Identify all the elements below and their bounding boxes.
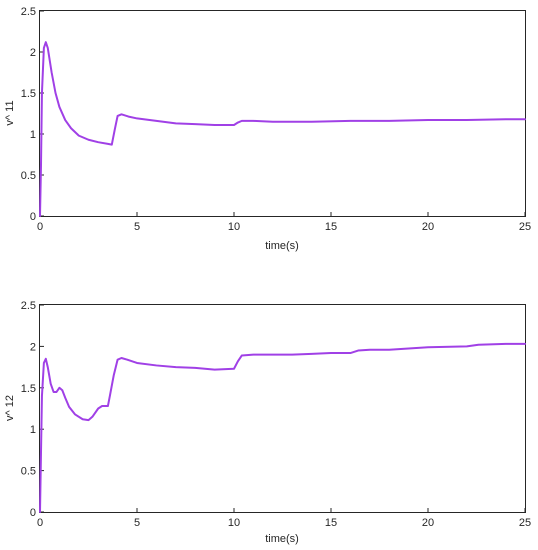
x-tick-label: 5 <box>134 517 140 529</box>
x-axis-1: 0 5 10 15 20 25 <box>37 212 531 233</box>
y-tick-label: 1.5 <box>21 88 36 100</box>
x-axis-label-1: time(s) <box>265 240 299 252</box>
x-tick-label: 25 <box>519 221 531 233</box>
y-axis-2: 0 0.5 1 1.5 2 2.5 <box>21 300 44 519</box>
x-tick-label: 10 <box>228 517 240 529</box>
plot-frame-2 <box>39 304 526 513</box>
x-tick-label: 0 <box>37 517 43 529</box>
y-tick-label: 1.5 <box>21 383 36 395</box>
y-tick-label: 2 <box>30 47 36 59</box>
x-tick-label: 20 <box>422 221 434 233</box>
series-line-1 <box>39 41 526 217</box>
series-line-2 <box>39 342 526 513</box>
y-tick-label: 1 <box>30 129 36 141</box>
y-tick-label: 0.5 <box>21 170 36 182</box>
x-tick-label: 15 <box>325 517 337 529</box>
y-tick-label: 1 <box>30 424 36 436</box>
x-tick-label: 10 <box>228 221 240 233</box>
y-tick-label: 2.5 <box>21 300 36 312</box>
y-axis-label-1: v^ 11 <box>4 100 16 125</box>
y-axis-1: 0 0.5 1 1.5 2 2.5 <box>21 6 44 223</box>
y-tick-label: 2.5 <box>21 6 36 18</box>
chart-panel-1: 0 5 10 15 20 25 0 0.5 1 1.5 2 2.5 time(s) v^ 11 <box>4 6 531 252</box>
x-tick-label: 5 <box>134 221 140 233</box>
x-tick-label: 15 <box>325 221 337 233</box>
y-tick-label: 0.5 <box>21 466 36 478</box>
y-axis-label-2: v^ 12 <box>4 395 16 421</box>
x-tick-label: 20 <box>422 517 434 529</box>
x-tick-label: 0 <box>37 221 43 233</box>
y-tick-label: 0 <box>30 507 36 519</box>
y-tick-label: 0 <box>30 211 36 223</box>
chart-panel-2: 0 5 10 15 20 25 0 0.5 1 1.5 2 2.5 time(s) v^ 12 <box>4 300 531 545</box>
y-tick-label: 2 <box>30 341 36 353</box>
plot-frame-1 <box>39 10 526 217</box>
x-axis-label-2: time(s) <box>265 533 299 545</box>
x-axis-2: 0 5 10 15 20 25 <box>37 508 531 529</box>
x-tick-label: 25 <box>519 517 531 529</box>
